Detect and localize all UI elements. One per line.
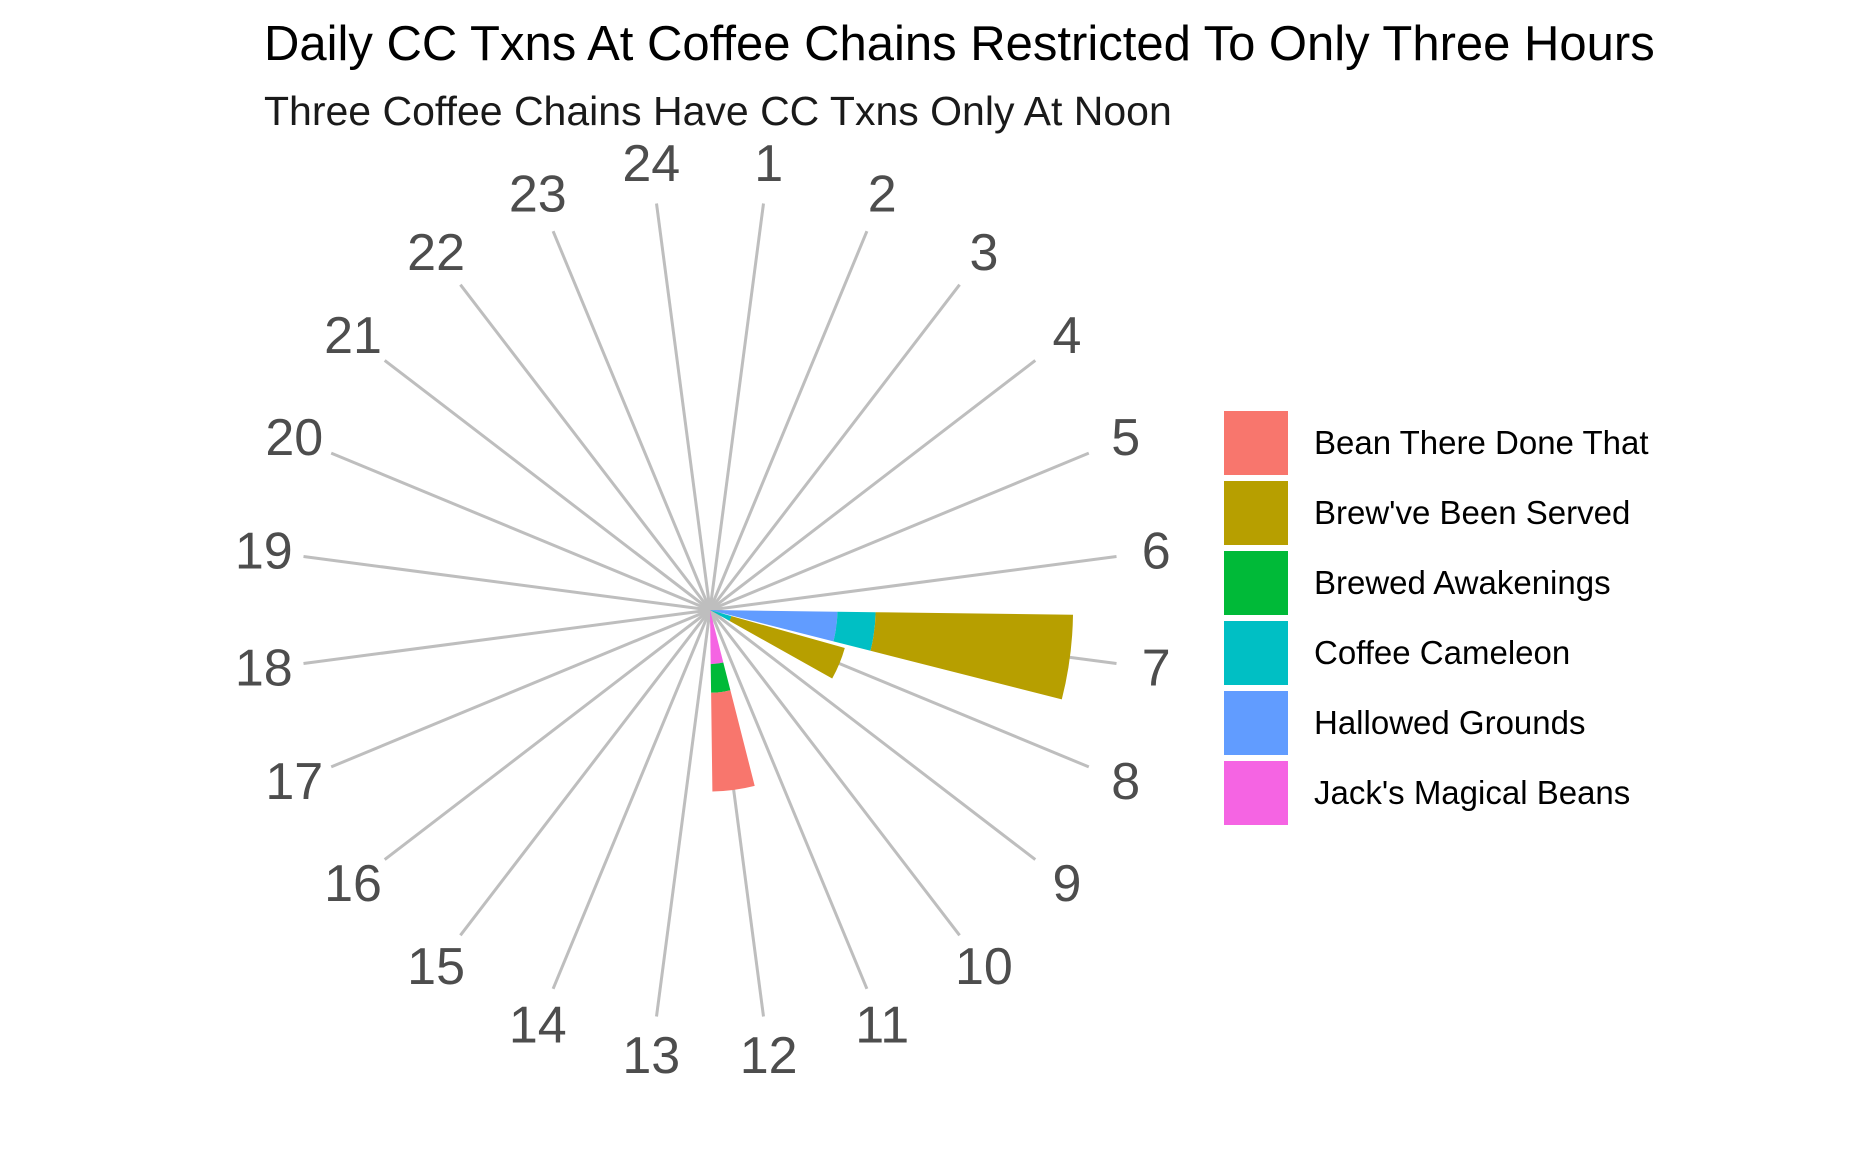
- legend-label: Jack's Magical Beans: [1314, 774, 1631, 811]
- gridline-hour-11: [708, 609, 869, 990]
- tick-label-hour-1: 1: [754, 135, 783, 193]
- bar-bean-there-done-that-hour-12: [711, 690, 755, 792]
- tick-label-hour-23: 23: [509, 165, 567, 223]
- legend-item: Hallowed Grounds: [1224, 688, 1649, 758]
- gridline-hour-14: [551, 609, 712, 990]
- legend-swatch: [1224, 551, 1288, 615]
- legend-item: Brew've Been Served: [1224, 478, 1649, 548]
- tick-label-hour-8: 8: [1111, 753, 1140, 811]
- chart-title: Daily CC Txns At Coffee Chains Restricte…: [264, 17, 1655, 71]
- tick-label-hour-12: 12: [740, 1027, 798, 1085]
- chart-subtitle: Three Coffee Chains Have CC Txns Only At…: [264, 88, 1172, 134]
- gridline-hour-19: [303, 555, 711, 612]
- bar-coffee-cameleon-hour-8: [710, 610, 732, 621]
- bar-hallowed-grounds-hour-7: [710, 610, 838, 642]
- legend-item: Bean There Done That: [1224, 408, 1649, 478]
- tick-label-hour-22: 22: [407, 224, 465, 282]
- gridline-hour-5: [709, 451, 1090, 612]
- bar-segments: [710, 610, 1073, 792]
- tick-label-hour-7: 7: [1142, 640, 1171, 698]
- legend: Bean There Done That Brew've Been Served B…: [1224, 408, 1649, 828]
- gridline-hour-2: [708, 230, 869, 611]
- tick-label-hour-17: 17: [265, 753, 323, 811]
- legend-item: Brewed Awakenings: [1224, 548, 1649, 618]
- gridline-hour-1: [708, 203, 765, 611]
- tick-label-hour-2: 2: [868, 165, 897, 223]
- tick-label-hour-14: 14: [509, 997, 567, 1055]
- gridline-hour-24: [655, 203, 712, 611]
- tick-label-hour-20: 20: [265, 409, 323, 467]
- gridline-hour-16: [383, 608, 711, 861]
- bar-coffee-cameleon-hour-7: [833, 611, 876, 651]
- gridline-hour-18: [303, 608, 711, 665]
- tick-label-hour-10: 10: [955, 938, 1013, 996]
- legend-label: Bean There Done That: [1314, 424, 1649, 461]
- legend-swatch: [1224, 411, 1288, 475]
- legend-label: Brew've Been Served: [1314, 494, 1631, 531]
- bar-brew-ve-been-served-hour-8: [729, 616, 845, 679]
- legend-swatch: [1224, 481, 1288, 545]
- bar-brew-ve-been-served-hour-7: [870, 612, 1073, 700]
- gridline-hour-9: [709, 608, 1037, 861]
- tick-label-hour-6: 6: [1142, 522, 1171, 580]
- tick-label-hour-13: 13: [622, 1027, 680, 1085]
- tick-label-hour-9: 9: [1053, 855, 1082, 913]
- tick-label-hour-15: 15: [407, 938, 465, 996]
- gridline-hour-20: [330, 451, 711, 612]
- gridline-hour-13: [655, 609, 712, 1017]
- bar-brewed-awakenings-hour-12: [710, 662, 731, 693]
- tick-label-hour-3: 3: [969, 224, 998, 282]
- tick-label-hour-5: 5: [1111, 409, 1140, 467]
- legend-swatch: [1224, 691, 1288, 755]
- gridline-hour-22: [459, 283, 712, 611]
- bar-jack-s-magical-beans-hour-12: [710, 610, 724, 665]
- tick-label-hour-4: 4: [1053, 307, 1082, 365]
- tick-label-hour-11: 11: [855, 997, 909, 1055]
- legend-item: Coffee Cameleon: [1224, 618, 1649, 688]
- tick-label-hour-18: 18: [235, 640, 293, 698]
- legend-item: Jack's Magical Beans: [1224, 758, 1649, 828]
- legend-label: Coffee Cameleon: [1314, 634, 1571, 671]
- legend-swatch: [1224, 621, 1288, 685]
- tick-label-hour-16: 16: [324, 855, 382, 913]
- gridline-hour-3: [708, 283, 961, 611]
- legend-label: Hallowed Grounds: [1314, 704, 1586, 741]
- gridline-hour-10: [708, 609, 961, 937]
- gridline-hour-6: [709, 555, 1117, 612]
- tick-label-hour-21: 21: [324, 307, 382, 365]
- gridline-hour-4: [709, 359, 1037, 612]
- gridline-hour-21: [383, 359, 711, 612]
- tick-label-hour-24: 24: [622, 135, 680, 193]
- tick-label-hour-19: 19: [235, 522, 293, 580]
- legend-swatch: [1224, 761, 1288, 825]
- gridline-hour-23: [551, 230, 712, 611]
- gridline-hour-17: [330, 608, 711, 769]
- legend-label: Brewed Awakenings: [1314, 564, 1611, 601]
- gridline-hour-15: [459, 609, 712, 937]
